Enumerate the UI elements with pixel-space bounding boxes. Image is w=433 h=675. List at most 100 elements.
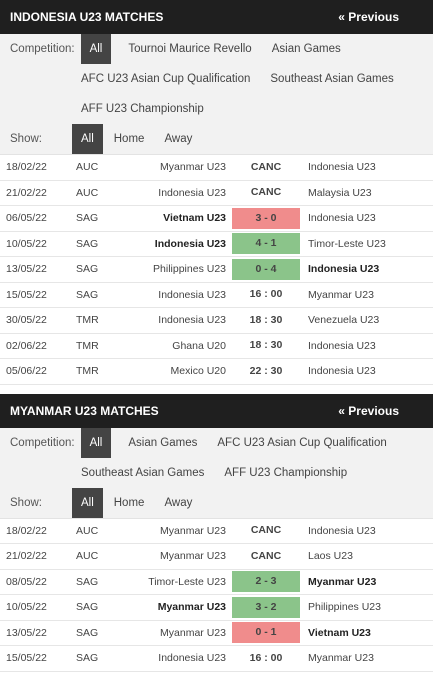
match-home-team[interactable]: Myanmar U23: [160, 524, 226, 537]
match-row[interactable]: 13/05/22 SAG Philippines U23 0 - 4 Indonesia…: [0, 257, 433, 283]
match-home-team[interactable]: Indonesia U23: [158, 314, 226, 327]
match-row[interactable]: 10/05/22 SAG Myanmar U23 3 - 2 Philippines U…: [0, 595, 433, 621]
match-home-team[interactable]: Indonesia U23: [158, 186, 226, 199]
competition-filter-afc-qual[interactable]: AFC U23 Asian Cup Qualification: [81, 73, 251, 85]
competition-filter-afc-qual[interactable]: AFC U23 Asian Cup Qualification: [217, 436, 387, 449]
match-home-team[interactable]: Myanmar U23: [157, 601, 226, 614]
match-score[interactable]: 4 - 1: [232, 233, 300, 255]
match-away-team[interactable]: Indonesia U23: [308, 524, 376, 537]
match-away-team[interactable]: Indonesia U23: [308, 263, 380, 276]
competition-filter-sea-games[interactable]: Southeast Asian Games: [270, 73, 394, 85]
match-home-team[interactable]: Myanmar U23: [160, 626, 226, 639]
show-filter-all[interactable]: All: [71, 487, 103, 518]
match-competition: AUC: [76, 161, 99, 174]
match-score[interactable]: 22 : 30: [249, 364, 283, 377]
panel-header: MYANMAR U23 MATCHES « Previous: [0, 393, 433, 428]
show-filter-all[interactable]: All: [71, 124, 103, 154]
match-score[interactable]: 16 : 00: [249, 651, 283, 664]
match-away-team[interactable]: Indonesia U23: [308, 365, 376, 378]
competition-filter-aff[interactable]: AFF U23 Championship: [224, 466, 348, 479]
competition-filter-row-2: AFC U23 Asian Cup Qualification Southeas…: [0, 64, 433, 94]
match-away-team[interactable]: Malaysia U23: [308, 186, 372, 199]
match-row[interactable]: 18/02/22 AUC Myanmar U23 CANC Indonesia U23: [0, 155, 433, 181]
competition-filter-asian-games[interactable]: Asian Games: [128, 436, 198, 449]
match-row[interactable]: 10/05/22 SAG Indonesia U23 4 - 1 Timor-Leste…: [0, 231, 433, 257]
match-competition: SAG: [76, 237, 99, 250]
match-score[interactable]: CANC: [250, 186, 282, 199]
match-score[interactable]: 0 - 1: [232, 622, 300, 644]
match-competition: TMR: [76, 339, 99, 352]
match-away-team[interactable]: Myanmar U23: [308, 575, 377, 588]
match-away-team[interactable]: Myanmar U23: [308, 652, 374, 665]
panel-title: INDONESIA U23 MATCHES: [10, 10, 164, 24]
match-away-team[interactable]: Indonesia U23: [308, 212, 376, 225]
show-filter-away[interactable]: Away: [164, 496, 193, 509]
match-score[interactable]: CANC: [250, 549, 282, 562]
competition-filter-all[interactable]: All: [80, 34, 112, 64]
match-row[interactable]: 08/05/22 SAG Timor-Leste U23 2 - 3 Myanmar U…: [0, 569, 433, 595]
match-row[interactable]: 21/02/22 AUC Myanmar U23 CANC Laos U23: [0, 544, 433, 570]
competition-filter-aff[interactable]: AFF U23 Championship: [81, 103, 204, 115]
match-away-team[interactable]: Indonesia U23: [308, 339, 376, 352]
match-home-team[interactable]: Indonesia U23: [158, 652, 226, 665]
match-competition: SAG: [76, 601, 99, 614]
competition-filter-row-2: Southeast Asian Games AFF U23 Championsh…: [0, 458, 433, 488]
match-row[interactable]: 30/05/22 TMR Indonesia U23 18 : 30 Venezuela…: [0, 308, 433, 334]
match-home-team[interactable]: Indonesia U23: [154, 237, 226, 250]
match-score[interactable]: 0 - 4: [232, 258, 300, 280]
previous-link[interactable]: « Previous: [338, 403, 399, 418]
match-competition: TMR: [76, 314, 99, 327]
competition-filter-tmr[interactable]: Tournoi Maurice Revello: [128, 43, 252, 55]
match-row[interactable]: 21/02/22 AUC Indonesia U23 CANC Malaysia U23: [0, 180, 433, 206]
match-away-team[interactable]: Vietnam U23: [308, 626, 371, 639]
match-score[interactable]: 16 : 00: [249, 288, 283, 301]
match-away-team[interactable]: Timor-Leste U23: [308, 237, 386, 250]
match-row[interactable]: 13/05/22 SAG Myanmar U23 0 - 1 Vietnam U23: [0, 620, 433, 646]
match-competition: SAG: [76, 288, 99, 301]
match-date: 08/05/22: [6, 575, 47, 588]
show-filter-row: Show: All Home Away: [0, 124, 433, 154]
match-row[interactable]: 18/02/22 AUC Myanmar U23 CANC Indonesia U23: [0, 518, 433, 544]
show-filter-home[interactable]: Home: [113, 496, 145, 509]
match-away-team[interactable]: Laos U23: [308, 550, 353, 563]
match-score[interactable]: 18 : 30: [249, 313, 283, 326]
match-home-team[interactable]: Myanmar U23: [160, 161, 226, 174]
match-row[interactable]: 05/06/22 TMR Mexico U20 22 : 30 Indonesia U2…: [0, 359, 433, 385]
match-home-team[interactable]: Myanmar U23: [160, 550, 226, 563]
show-filter-away[interactable]: Away: [164, 133, 193, 145]
competition-filter-row: Competition: All Tournoi Maurice Revello…: [0, 34, 433, 64]
show-label: Show:: [10, 133, 42, 145]
match-row[interactable]: 06/05/22 SAG Vietnam U23 3 - 0 Indonesia U23: [0, 206, 433, 232]
match-score[interactable]: CANC: [250, 524, 282, 537]
match-score[interactable]: 3 - 2: [232, 596, 300, 618]
match-score[interactable]: 18 : 30: [249, 339, 283, 352]
myanmar-matches-panel: MYANMAR U23 MATCHES « Previous Competiti…: [0, 393, 433, 672]
match-score[interactable]: 2 - 3: [232, 571, 300, 593]
match-away-team[interactable]: Indonesia U23: [308, 161, 376, 174]
match-away-team[interactable]: Venezuela U23: [308, 314, 380, 327]
show-filter-home[interactable]: Home: [113, 133, 145, 145]
competition-filter-all[interactable]: All: [80, 427, 112, 458]
match-row[interactable]: 15/05/22 SAG Indonesia U23 16 : 00 Myanmar U…: [0, 646, 433, 672]
panel-gap: [0, 384, 433, 394]
match-row[interactable]: 15/05/22 SAG Indonesia U23 16 : 00 Myanmar U…: [0, 282, 433, 308]
previous-link[interactable]: « Previous: [338, 10, 399, 24]
match-score[interactable]: 3 - 0: [232, 207, 300, 229]
match-score[interactable]: CANC: [250, 160, 282, 173]
match-competition: AUC: [76, 524, 99, 537]
match-home-team[interactable]: Vietnam U23: [163, 212, 226, 225]
competition-filter-asian-games[interactable]: Asian Games: [271, 43, 341, 55]
match-date: 10/05/22: [6, 601, 47, 614]
match-home-team[interactable]: Mexico U20: [170, 365, 226, 378]
match-home-team[interactable]: Philippines U23: [153, 263, 226, 276]
match-row[interactable]: 02/06/22 TMR Ghana U20 18 : 30 Indonesia U23: [0, 333, 433, 359]
match-away-team[interactable]: Myanmar U23: [308, 288, 374, 301]
match-home-team[interactable]: Timor-Leste U23: [148, 575, 226, 588]
competition-filter-sea-games[interactable]: Southeast Asian Games: [81, 466, 205, 479]
match-competition: SAG: [76, 263, 99, 276]
competition-filter-row: Competition: All Asian Games AFC U23 Asi…: [0, 427, 433, 458]
match-home-team[interactable]: Indonesia U23: [158, 288, 226, 301]
match-home-team[interactable]: Ghana U20: [172, 339, 226, 352]
competition-label: Competition:: [10, 43, 75, 55]
match-away-team[interactable]: Philippines U23: [308, 601, 381, 614]
